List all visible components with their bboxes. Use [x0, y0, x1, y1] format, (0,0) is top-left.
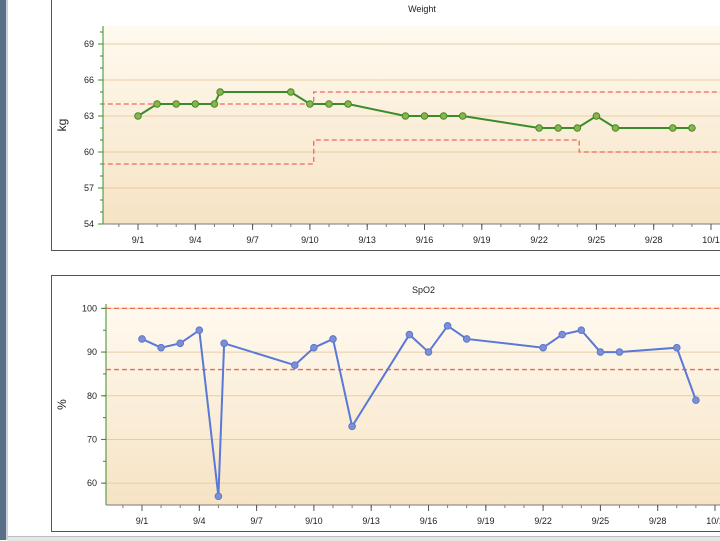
weight-data-point [306, 100, 314, 108]
weight-x-tick-label: 9/10 [301, 235, 319, 245]
weight-data-point [344, 100, 352, 108]
spo2-y-tick-label: 60 [87, 478, 97, 488]
spo2-data-point [424, 348, 433, 356]
spo2-data-point [539, 343, 547, 352]
weight-data-point [592, 112, 601, 120]
spo2-data-point [310, 343, 318, 352]
weight-y-tick-label: 69 [84, 39, 94, 49]
weight-y-tick-label: 66 [84, 75, 94, 85]
spo2-chart: SpO2 60 70 80 90 100% 9/1 9/4 9/7 9/10 9/13 9/16 9/1… [55, 285, 720, 526]
spo2-y-axis-title: % [55, 399, 69, 410]
weight-x-tick-label: 9/4 [189, 235, 202, 245]
weight-data-point [669, 124, 677, 132]
weight-x-tick-label: 9/22 [530, 235, 548, 245]
bottom-scroll-strip [8, 536, 720, 541]
spo2-data-point [577, 326, 586, 335]
spo2-y-tick-label: 80 [87, 391, 97, 401]
spo2-data-point [405, 330, 414, 339]
spo2-chart-panel: SpO2 60 70 80 90 100% 9/1 9/4 9/7 9/10 9/13 9/16 9/1… [51, 275, 720, 532]
spo2-x-tick-label: 9/7 [250, 516, 263, 526]
weight-data-point [191, 100, 200, 108]
spo2-data-point [348, 422, 356, 431]
spo2-x-tick-label: 9/22 [534, 516, 552, 526]
weight-chart: Weight 54 57 60 63 66 69 kg 9/1 9/4 9/7 9/10 9/13 9/1… [55, 4, 720, 245]
weight-y-tick-label: 63 [84, 111, 94, 121]
weight-data-point [210, 100, 219, 108]
spo2-data-point [558, 330, 567, 339]
weight-data-point [458, 112, 467, 120]
spo2-data-point [220, 339, 228, 348]
spo2-data-point [329, 335, 337, 343]
window-left-border-highlight [6, 0, 8, 540]
spo2-data-point [157, 343, 165, 352]
weight-plot-area [103, 26, 720, 224]
weight-x-tick-label: 9/1 [132, 235, 145, 245]
spo2-data-point [673, 343, 681, 352]
weight-data-point [611, 124, 620, 132]
weight-x-tick-label: 10/1 [702, 235, 720, 245]
weight-data-point [153, 100, 161, 108]
weight-data-point [216, 88, 224, 96]
spo2-x-tick-label: 9/4 [193, 516, 206, 526]
weight-data-point [573, 124, 582, 132]
weight-x-tick-label: 9/19 [473, 235, 491, 245]
weight-data-point [688, 124, 696, 132]
weight-data-point [325, 100, 333, 108]
spo2-y-tick-label: 90 [87, 347, 97, 357]
spo2-x-tick-label: 9/19 [477, 516, 495, 526]
spo2-x-tick-label: 9/25 [592, 516, 610, 526]
weight-data-point [420, 112, 429, 120]
weight-chart-panel: Weight 54 57 60 63 66 69 kg 9/1 9/4 9/7 9/10 9/13 9/1… [51, 0, 720, 251]
spo2-x-tick-label: 9/16 [420, 516, 438, 526]
weight-chart-title: Weight [408, 4, 436, 14]
weight-x-tick-label: 9/16 [416, 235, 434, 245]
spo2-data-point [291, 361, 299, 369]
weight-x-tick-label: 9/25 [588, 235, 606, 245]
spo2-data-point [692, 396, 700, 404]
spo2-data-point [443, 322, 452, 330]
spo2-x-tick-label: 9/13 [362, 516, 380, 526]
spo2-y-tick-label: 100 [82, 303, 97, 313]
weight-data-point [134, 112, 142, 120]
weight-x-tick-label: 9/13 [358, 235, 376, 245]
weight-y-tick-label: 60 [84, 147, 94, 157]
spo2-data-point [214, 492, 223, 501]
weight-data-point [554, 124, 563, 132]
spo2-data-point [176, 339, 184, 348]
spo2-reference-lines [106, 307, 720, 371]
weight-x-tick-label: 9/28 [645, 235, 663, 245]
weight-data-point [439, 112, 448, 120]
weight-y-tick-label: 57 [84, 183, 94, 193]
weight-data-point [535, 124, 543, 132]
weight-x-tick-label: 9/7 [246, 235, 259, 245]
weight-data-point [172, 100, 180, 108]
spo2-x-tick-label: 9/1 [136, 516, 149, 526]
spo2-chart-title: SpO2 [412, 285, 435, 295]
spo2-data-point [615, 348, 624, 356]
spo2-data-point [138, 335, 146, 343]
weight-data-point [287, 88, 295, 96]
spo2-x-tick-label: 10/1 [706, 516, 720, 526]
spo2-y-tick-label: 70 [87, 434, 97, 444]
spo2-x-tick-label: 9/28 [649, 516, 667, 526]
spo2-data-point [596, 348, 605, 356]
weight-reference-line [103, 139, 720, 165]
weight-y-tick-label: 54 [84, 219, 94, 229]
spo2-x-tick-label: 9/10 [305, 516, 323, 526]
spo2-data-point [462, 335, 471, 343]
weight-y-axis-title: kg [55, 119, 69, 132]
spo2-data-point [195, 326, 204, 335]
weight-data-point [401, 112, 410, 120]
